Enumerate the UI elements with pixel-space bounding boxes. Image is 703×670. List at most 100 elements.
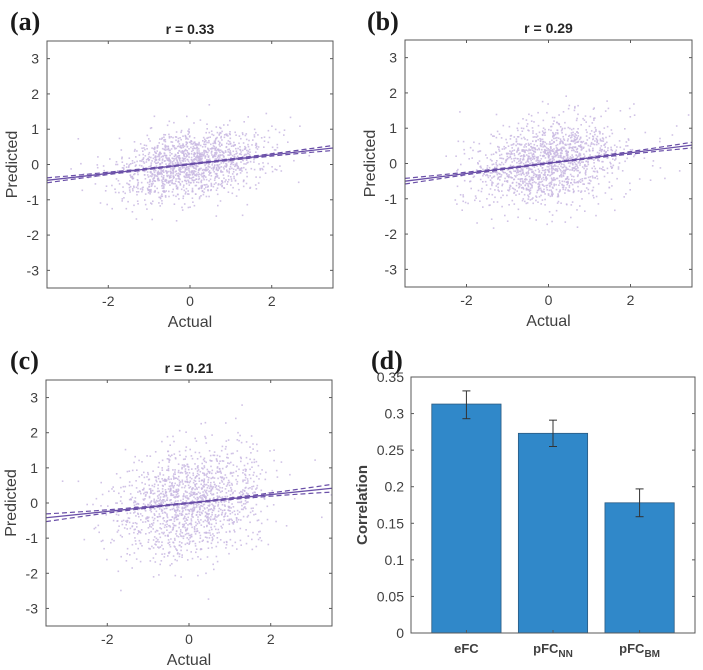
data-point — [531, 185, 533, 187]
data-point — [237, 501, 239, 504]
data-point — [463, 179, 466, 182]
data-point — [180, 165, 183, 167]
data-point — [159, 480, 161, 483]
data-point — [551, 139, 553, 142]
data-point — [542, 164, 544, 166]
data-point — [575, 181, 578, 184]
data-point — [195, 487, 198, 489]
data-point — [144, 193, 147, 195]
data-point — [221, 130, 223, 133]
data-point — [228, 172, 230, 174]
data-point — [250, 452, 252, 454]
data-point — [214, 505, 216, 508]
data-point — [533, 147, 536, 149]
data-point — [562, 138, 565, 140]
data-point — [241, 404, 243, 406]
data-point — [558, 114, 560, 116]
data-point — [244, 494, 246, 497]
data-point — [242, 472, 244, 474]
data-point — [154, 189, 156, 192]
data-point — [186, 504, 188, 507]
data-point — [539, 176, 542, 178]
data-point — [579, 178, 582, 181]
data-point — [481, 187, 483, 190]
data-point — [148, 166, 150, 168]
data-point — [171, 516, 174, 519]
data-point — [249, 186, 252, 189]
data-point — [563, 180, 566, 183]
data-point — [592, 147, 594, 150]
data-point — [275, 169, 278, 171]
data-point — [177, 172, 180, 175]
data-point — [247, 150, 250, 152]
data-point — [180, 131, 182, 134]
data-point — [190, 455, 193, 457]
data-point — [623, 148, 625, 151]
data-point — [174, 539, 176, 541]
chart-title: r = 0.29 — [524, 20, 573, 36]
data-point — [536, 135, 539, 137]
data-point — [528, 152, 530, 155]
data-point — [251, 538, 253, 541]
data-point — [196, 458, 199, 460]
data-point — [510, 151, 513, 153]
data-point — [501, 170, 504, 172]
data-point — [213, 154, 216, 157]
data-point — [161, 440, 163, 443]
data-point — [514, 188, 516, 191]
data-point — [552, 150, 555, 152]
data-point — [535, 181, 537, 184]
data-point — [185, 149, 187, 152]
data-point — [193, 491, 196, 494]
data-point — [562, 147, 565, 150]
data-point — [174, 490, 176, 493]
data-point — [183, 517, 186, 519]
data-point — [207, 189, 209, 192]
data-point — [525, 161, 527, 164]
data-point — [195, 144, 198, 147]
data-point — [157, 487, 159, 490]
data-point — [535, 175, 537, 178]
data-point — [180, 514, 183, 516]
data-point — [177, 137, 180, 140]
data-point — [175, 147, 178, 150]
data-point — [158, 494, 160, 496]
data-point — [215, 168, 218, 171]
data-point — [198, 173, 201, 175]
data-point — [518, 160, 520, 163]
data-point — [569, 137, 572, 139]
data-point — [513, 170, 515, 172]
data-point — [234, 164, 237, 167]
data-point — [178, 482, 181, 484]
data-point — [109, 158, 111, 160]
data-point — [194, 493, 197, 496]
data-point — [506, 194, 508, 197]
data-point — [179, 137, 181, 139]
data-point — [218, 143, 220, 146]
data-point — [151, 160, 153, 162]
data-point — [262, 168, 264, 171]
data-point — [166, 174, 168, 177]
data-point — [553, 165, 556, 167]
data-point — [613, 144, 616, 147]
data-point — [226, 164, 228, 167]
data-point — [172, 486, 175, 489]
data-point — [142, 160, 145, 163]
data-point — [563, 169, 565, 172]
data-point — [594, 155, 597, 157]
data-point — [560, 157, 563, 159]
data-point — [518, 193, 521, 195]
data-point — [507, 189, 509, 191]
data-point — [571, 147, 573, 149]
data-point — [531, 171, 533, 173]
data-point — [178, 167, 180, 169]
fit-lines — [46, 483, 332, 523]
data-point — [553, 178, 555, 181]
data-point — [497, 186, 499, 189]
data-point — [517, 129, 519, 132]
data-point — [172, 555, 175, 557]
data-point — [260, 522, 263, 525]
data-point — [173, 484, 175, 487]
data-point — [472, 176, 475, 178]
data-point — [190, 535, 192, 538]
